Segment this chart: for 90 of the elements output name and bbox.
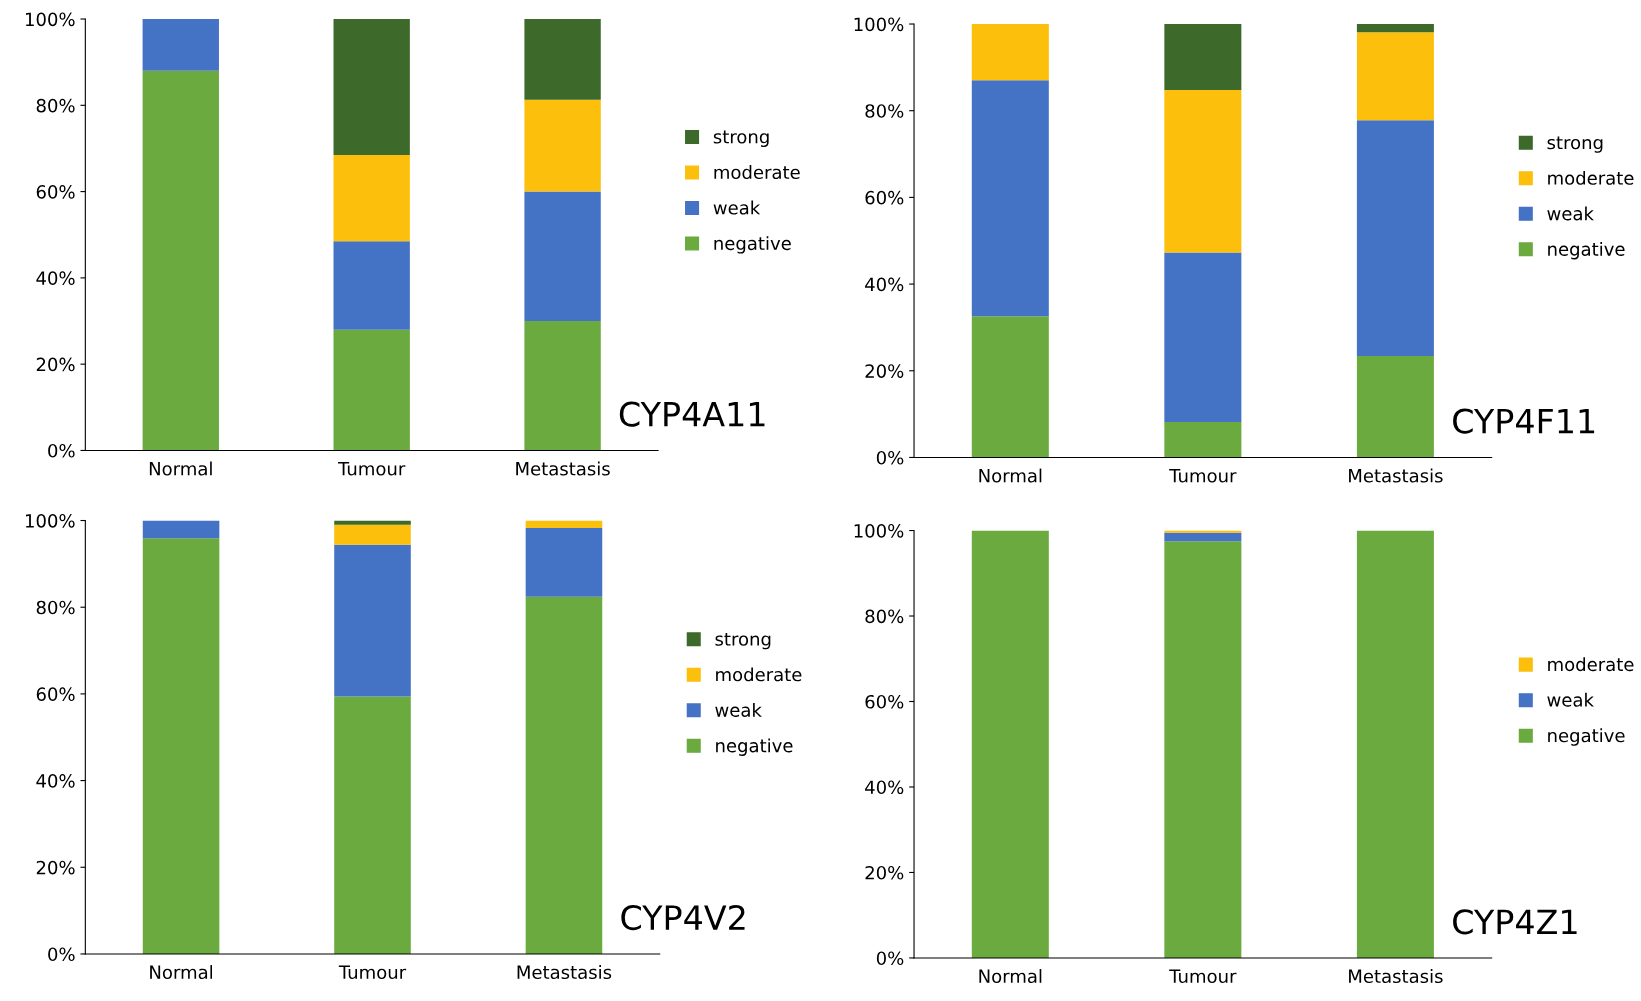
legend-label: moderate [1548, 657, 1634, 672]
bar [1164, 421, 1242, 458]
y-tick-label: 20% [865, 364, 904, 378]
y-tick-label: 80% [36, 98, 75, 113]
bar [971, 24, 1049, 81]
bar [524, 99, 601, 192]
y-tick-label: 80% [36, 600, 75, 615]
legend-label: weak [713, 200, 761, 215]
x-tick-label: Metastasis [1349, 468, 1443, 483]
bar [333, 241, 410, 330]
bar [1164, 252, 1242, 422]
x-tick-label: Normal [149, 461, 212, 476]
bar [334, 544, 411, 697]
y-tick-label: 20% [36, 357, 75, 372]
y-tick-label: 40% [865, 780, 904, 795]
legend-label: strong [713, 130, 769, 148]
x-tick-label: Normal [150, 965, 213, 980]
legend-label: strong [1547, 136, 1603, 153]
bar [1164, 530, 1242, 533]
bar [524, 321, 601, 451]
bar [333, 329, 410, 451]
x-tick-label: Tumour [1169, 969, 1237, 984]
y-tick-label: 60% [865, 190, 904, 205]
text: CYP4A11 [619, 401, 765, 427]
bar [334, 520, 411, 525]
text: CYP4F11 [1453, 408, 1595, 434]
y-tick-label: 0% [876, 951, 904, 966]
x-tick-label: Normal [979, 468, 1042, 483]
legend-label: negative [716, 738, 793, 756]
x-tick-label: Tumour [338, 462, 406, 476]
legend-label: weak [1547, 206, 1594, 221]
x-tick-label: Normal [979, 969, 1042, 984]
y-tick-label: 60% [36, 185, 75, 199]
bar [1356, 356, 1434, 458]
legend-label: moderate [714, 165, 800, 180]
legend-label: negative [1548, 241, 1625, 260]
text: CYP4V2 [621, 904, 745, 931]
legend-label: weak [1547, 692, 1594, 707]
legend-label: moderate [716, 667, 802, 682]
y-tick-label: 40% [865, 277, 904, 292]
bar [524, 191, 601, 322]
y-tick-label: 0% [48, 443, 75, 458]
text: CYP4Z1 [1453, 909, 1577, 935]
legend-label: strong [715, 632, 771, 650]
y-tick-label: 20% [36, 860, 75, 875]
bar [1164, 532, 1242, 542]
y-tick-label: 0% [48, 947, 75, 962]
bar [142, 19, 219, 71]
x-tick-label: Metastasis [516, 461, 610, 476]
y-tick-label: 40% [36, 271, 75, 285]
y-tick-label: 100% [854, 17, 904, 32]
x-tick-label: Metastasis [517, 965, 612, 980]
y-tick-label: 60% [36, 687, 75, 702]
bar [142, 70, 219, 451]
x-tick-label: Tumour [1169, 469, 1237, 483]
y-tick-label: 100% [25, 513, 75, 528]
bar [1356, 530, 1434, 958]
legend-label: negative [714, 236, 791, 254]
bar [525, 527, 603, 597]
y-tick-label: 20% [865, 865, 904, 880]
legend-label: negative [1548, 728, 1625, 746]
bar [971, 316, 1049, 458]
bar [1356, 24, 1434, 33]
bar [333, 19, 410, 155]
bar [524, 19, 601, 100]
legend-label: moderate [1548, 170, 1634, 185]
bar [971, 80, 1049, 317]
bar [333, 154, 410, 242]
y-tick-label: 80% [865, 104, 904, 118]
x-tick-label: Metastasis [1349, 969, 1443, 984]
bar [525, 520, 603, 528]
bar [971, 530, 1049, 958]
y-tick-label: 100% [854, 523, 904, 538]
bar [1164, 541, 1242, 958]
bar [142, 520, 220, 539]
bar [1356, 120, 1434, 357]
bar [1356, 32, 1434, 121]
bar [334, 524, 411, 545]
bar [525, 596, 603, 954]
bar [1164, 89, 1242, 253]
bar [334, 696, 411, 954]
y-tick-label: 60% [865, 694, 904, 709]
bar [142, 538, 220, 954]
legend-label: weak [715, 702, 762, 717]
bar [1164, 24, 1242, 90]
y-tick-label: 100% [25, 12, 75, 27]
y-tick-label: 0% [876, 450, 904, 465]
y-tick-label: 80% [865, 609, 904, 624]
x-tick-label: Tumour [338, 965, 407, 980]
y-tick-label: 40% [36, 774, 75, 788]
